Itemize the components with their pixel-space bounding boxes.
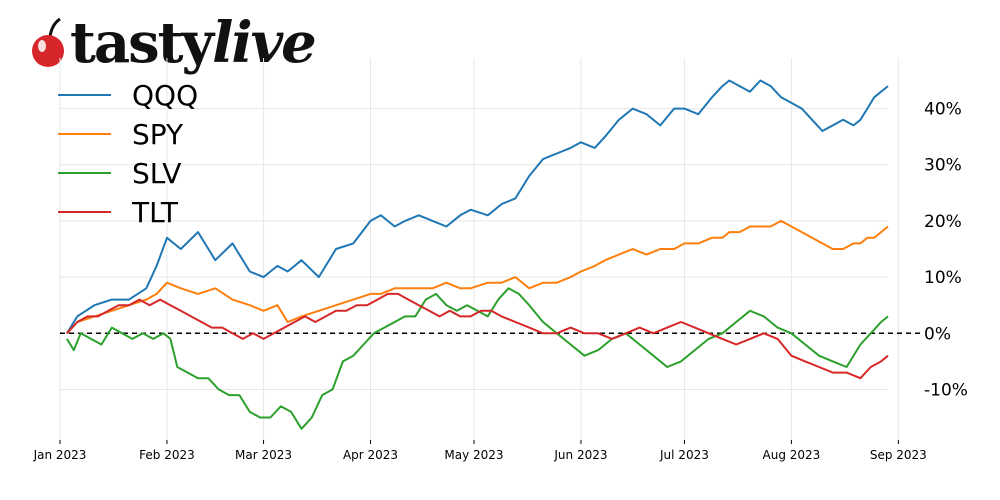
x-axis-ticks: Jan 2023 Feb 2023 Mar 2023 Apr 2023 May 2023…	[33, 440, 927, 462]
y-tick-label: 40%	[924, 100, 962, 120]
y-axis-ticks: -10% 0% 10% 20% 30% 40%	[924, 100, 968, 401]
y-tick-label: 30%	[924, 156, 962, 176]
grid	[59, 58, 899, 440]
legend-label-spy: SPY	[132, 118, 184, 151]
series-line-tlt	[66, 292, 889, 380]
x-tick-label: Feb 2023	[139, 448, 195, 462]
y-tick-label: 20%	[924, 212, 962, 232]
x-tick-label: Sep 2023	[870, 448, 927, 462]
series-line-slv	[66, 287, 889, 430]
y-tick-label: 10%	[924, 268, 962, 288]
x-tick-label: Jan 2023	[33, 448, 87, 462]
series-line-spy	[66, 219, 889, 334]
x-tick-label: May 2023	[444, 448, 503, 462]
x-tick-label: Mar 2023	[235, 448, 292, 462]
x-tick-label: Jul 2023	[659, 448, 709, 462]
x-tick-label: Aug 2023	[763, 448, 821, 462]
y-tick-label: -10%	[924, 380, 968, 400]
series-layer	[66, 79, 889, 430]
y-tick-label: 0%	[924, 324, 951, 344]
x-tick-label: Apr 2023	[343, 448, 398, 462]
cherry-icon	[32, 17, 64, 67]
brand-logo: tastylive	[30, 8, 317, 78]
legend-label-slv: SLV	[132, 157, 181, 190]
legend-label-qqq: QQQ	[132, 79, 198, 112]
legend: QQQ SPY SLV TLT	[58, 79, 198, 229]
brand-name: tastylive	[70, 15, 317, 71]
x-tick-label: Jun 2023	[553, 448, 607, 462]
series-line-qqq	[66, 79, 889, 334]
brand-name-main: tasty	[70, 10, 214, 76]
brand-name-accent: live	[212, 10, 317, 76]
legend-label-tlt: TLT	[131, 196, 179, 229]
